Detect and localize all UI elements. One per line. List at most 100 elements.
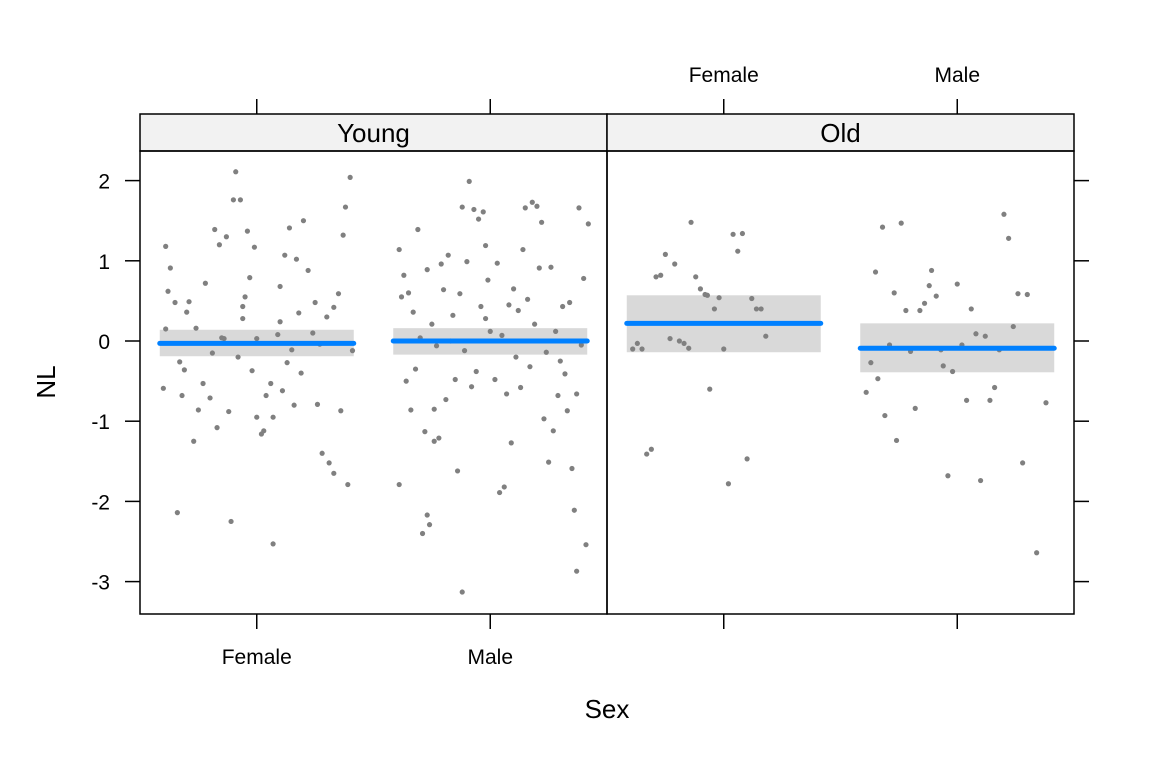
data-point-young-female-50 [298,370,304,376]
data-point-young-male-52 [532,321,538,327]
data-point-young-male-38 [560,303,566,310]
data-point-young-male-42 [574,568,580,574]
data-point-young-female-63 [270,541,276,547]
data-point-old-male-27 [978,477,984,484]
data-point-old-male-4 [879,224,886,230]
data-point-old-female-0 [630,346,636,352]
panel-old: Old [606,113,1075,615]
data-point-young-male-46 [585,221,591,227]
data-point-old-female-17 [704,292,711,298]
data-point-young-female-10 [191,438,197,444]
data-point-young-female-46 [338,408,344,414]
data-point-old-female-15 [697,286,704,292]
data-point-young-female-25 [240,315,246,322]
data-point-old-female-20 [716,295,722,301]
data-point-young-male-32 [534,203,540,209]
data-point-old-male-20 [945,473,951,479]
data-point-old-female-10 [676,338,682,344]
data-point-young-male-36 [550,428,556,434]
data-point-young-male-22 [485,277,491,283]
data-point-young-female-40 [331,470,337,476]
data-point-young-male-68 [443,396,449,403]
data-point-young-male-48 [567,299,573,306]
data-point-young-male-59 [482,242,489,249]
data-point-young-male-34 [541,416,547,422]
data-point-young-male-45 [583,542,589,548]
data-point-young-female-59 [207,395,213,401]
data-point-young-female-11 [195,407,201,413]
strip-label-young: Young [337,118,410,148]
data-point-young-male-20 [475,216,482,222]
data-point-young-male-2 [405,290,412,296]
data-point-young-male-3 [398,294,405,300]
data-point-young-female-15 [216,242,222,248]
data-point-young-female-41 [335,291,342,297]
data-point-young-male-1 [401,272,407,278]
data-point-young-male-23 [487,328,493,334]
data-point-young-female-28 [268,380,274,387]
data-point-young-female-42 [340,232,346,238]
data-point-old-male-13 [917,307,923,314]
y-axis-title: NL [31,365,61,398]
data-point-old-female-23 [730,231,736,237]
data-point-old-female-2 [639,346,645,352]
data-point-old-male-38 [1034,550,1040,556]
data-point-old-male-30 [992,384,998,391]
data-point-young-female-14 [209,350,215,356]
data-point-old-female-30 [763,333,769,339]
data-point-young-female-39 [326,460,332,466]
data-point-young-male-86 [459,589,465,595]
data-point-young-female-74 [212,226,218,233]
data-point-old-female-6 [658,272,664,278]
data-point-old-male-9 [898,220,904,226]
data-point-old-female-25 [739,230,746,237]
data-point-young-male-27 [506,302,512,308]
data-point-young-female-21 [247,275,253,281]
data-point-young-male-63 [464,259,470,265]
data-point-young-male-43 [576,205,582,211]
data-point-young-female-35 [305,267,311,274]
data-point-young-female-8 [179,392,185,399]
data-point-young-male-71 [429,321,435,327]
data-point-young-female-24 [226,408,232,415]
data-point-old-male-8 [893,437,900,444]
data-point-young-female-31 [282,252,288,258]
data-point-young-male-84 [574,391,580,397]
data-point-young-female-33 [293,256,300,262]
data-point-young-female-7 [160,385,166,391]
data-point-old-male-19 [940,363,946,369]
data-point-young-female-4 [163,326,169,332]
data-point-young-female-37 [314,401,321,407]
data-point-young-male-66 [452,376,458,383]
data-point-young-female-64 [244,228,251,234]
data-point-young-female-54 [263,392,269,399]
data-point-old-male-25 [968,306,974,312]
data-point-old-male-15 [926,283,932,289]
data-point-old-male-21 [949,368,956,375]
data-point-old-female-22 [725,481,732,487]
data-point-old-female-5 [653,274,659,280]
data-point-young-female-44 [347,174,353,180]
data-point-young-male-50 [548,264,554,270]
data-point-old-female-18 [707,386,713,392]
data-point-old-female-27 [749,295,755,302]
panels-layer: Young Old [139,113,1075,615]
data-point-young-male-14 [445,252,451,258]
data-point-young-female-45 [349,348,356,354]
data-point-young-female-65 [240,303,246,310]
data-point-young-male-80 [527,364,533,370]
data-point-young-female-13 [202,280,208,286]
data-point-young-male-58 [494,260,500,266]
data-point-young-male-21 [480,209,486,215]
data-point-young-female-5 [177,359,183,365]
data-point-old-male-36 [1020,460,1026,466]
data-point-young-female-1 [167,265,173,271]
data-point-young-male-54 [518,384,524,391]
data-point-young-male-72 [424,267,430,273]
data-point-young-female-6 [181,367,187,373]
data-point-young-male-24 [492,376,498,383]
data-point-young-female-3 [172,299,178,306]
data-point-young-male-28 [510,286,517,292]
data-point-old-female-29 [758,306,764,312]
